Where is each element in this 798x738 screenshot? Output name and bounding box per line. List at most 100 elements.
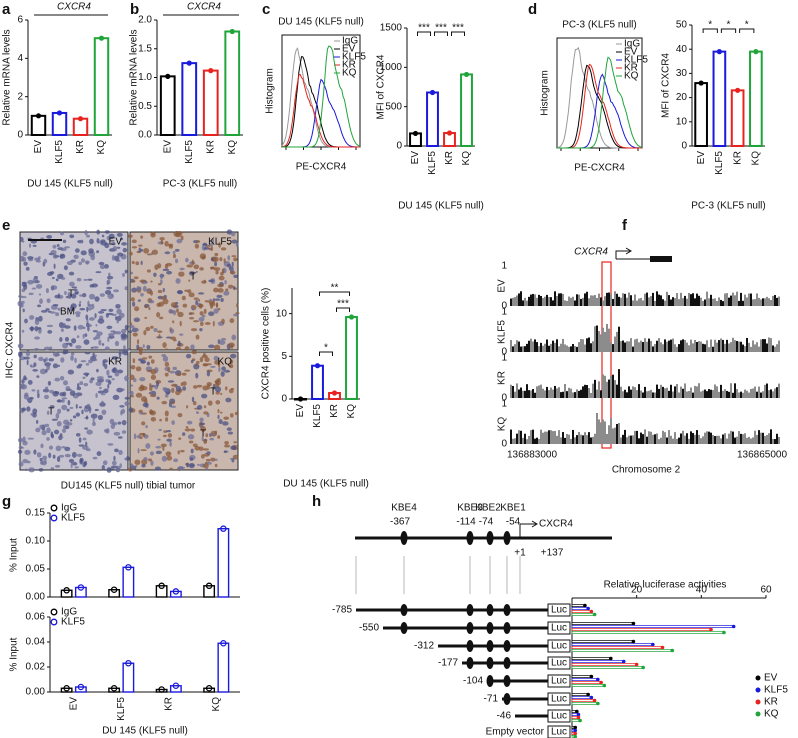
kbe-name: KBE4 <box>391 503 417 514</box>
ihc-cell <box>86 324 93 327</box>
ihc-cell <box>116 308 122 315</box>
ihc-cell <box>169 467 173 471</box>
ihc-cell <box>178 437 182 440</box>
ihc-image <box>19 351 129 471</box>
highlight <box>601 261 612 449</box>
track-bar <box>530 430 532 444</box>
ihc-cell <box>156 312 161 318</box>
ihc-cell <box>104 363 108 370</box>
bar-point <box>651 642 655 647</box>
ihc-cell <box>51 277 55 280</box>
ihc-cell <box>89 410 92 414</box>
y-axis-label: Relative mRNA levels <box>129 29 140 125</box>
ihc-cell <box>124 401 130 407</box>
ihc-cell <box>32 277 39 284</box>
x-tick-label: EV <box>295 404 306 418</box>
kbe-site <box>466 640 474 652</box>
ihc-cell <box>199 417 204 423</box>
track-bar <box>728 297 730 306</box>
ihc-cell <box>32 408 38 415</box>
ihc-cell <box>204 322 211 325</box>
ihc-cell <box>97 390 105 394</box>
ihc-cell <box>70 354 74 361</box>
track-bar <box>540 342 542 352</box>
ihc-cell <box>201 436 204 442</box>
ihc-cell <box>217 288 224 293</box>
ihc-cell <box>85 261 89 265</box>
ihc-cell <box>88 248 94 254</box>
track-bar <box>680 433 682 444</box>
legend-label: KLF5 <box>61 617 85 628</box>
track-bar <box>594 433 596 444</box>
ihc-cell <box>150 325 154 329</box>
ihc-cell <box>146 369 153 373</box>
ihc-cell <box>28 467 35 473</box>
ihc-cell <box>220 297 224 303</box>
ihc-cell <box>86 429 93 435</box>
ihc-cell <box>221 366 226 371</box>
track-bar <box>638 438 640 444</box>
track-bar <box>534 438 536 444</box>
ihc-cell <box>32 369 39 372</box>
track-bar <box>516 383 518 398</box>
ihc-cell <box>195 363 198 367</box>
promoter-gene: CXCR4 <box>539 519 573 530</box>
track-bar <box>712 390 714 398</box>
ihc-cell <box>168 401 173 408</box>
ihc-cell <box>193 264 200 270</box>
track-bar <box>732 292 734 306</box>
track-bar <box>648 338 650 352</box>
track-bar <box>748 392 750 398</box>
ihc-cell <box>94 313 97 319</box>
bar <box>571 640 634 643</box>
ihc-row-label: IHC: CXCR4 <box>5 321 16 378</box>
ihc-cell <box>107 375 113 378</box>
ihc-cell <box>99 293 105 297</box>
bar-point <box>575 709 579 714</box>
ihc-cell <box>191 350 198 355</box>
ihc-cell <box>133 276 139 280</box>
track-bar <box>624 342 626 352</box>
bar <box>202 69 219 136</box>
track-bar <box>708 431 710 444</box>
track-bar <box>764 435 766 444</box>
track-bar <box>730 383 732 398</box>
ihc-cell <box>115 316 118 321</box>
ihc-cell <box>35 419 39 424</box>
ihc-cell <box>99 386 102 390</box>
bar-point <box>735 87 741 93</box>
ihc-cell <box>208 400 213 406</box>
y-tick-label: 0.0 <box>138 130 152 141</box>
track-bar <box>522 390 524 398</box>
track-bar <box>664 339 666 352</box>
track-bar <box>602 300 604 306</box>
track-bar <box>512 346 514 352</box>
track-bar <box>520 291 522 306</box>
kbe-site <box>503 531 511 545</box>
ihc-cell <box>112 421 118 426</box>
ihc-cell <box>117 252 124 257</box>
track-bar <box>570 438 572 444</box>
ihc-cell <box>197 292 205 295</box>
track-bar <box>670 435 672 444</box>
ihc-cell <box>131 287 138 293</box>
ihc-cell <box>185 353 192 359</box>
track-bar <box>628 341 630 352</box>
ihc-cell <box>18 446 25 449</box>
ihc-cell <box>82 461 87 468</box>
track-tick-label: 1 <box>501 353 507 364</box>
ihc-cell <box>57 408 62 414</box>
ihc-cell <box>78 406 82 409</box>
track-bar <box>616 331 618 352</box>
track-bar <box>648 431 650 444</box>
construct-label: Empty vector <box>486 727 545 738</box>
ihc-cell <box>206 363 212 366</box>
ihc-cell <box>66 422 73 426</box>
track-bar <box>694 339 696 352</box>
bar-point <box>110 685 118 692</box>
ihc-cell <box>88 317 95 321</box>
track-bar <box>548 430 550 444</box>
track-bar <box>706 291 708 306</box>
x-tick-label: KQ <box>346 404 357 419</box>
ihc-cell <box>184 289 189 292</box>
